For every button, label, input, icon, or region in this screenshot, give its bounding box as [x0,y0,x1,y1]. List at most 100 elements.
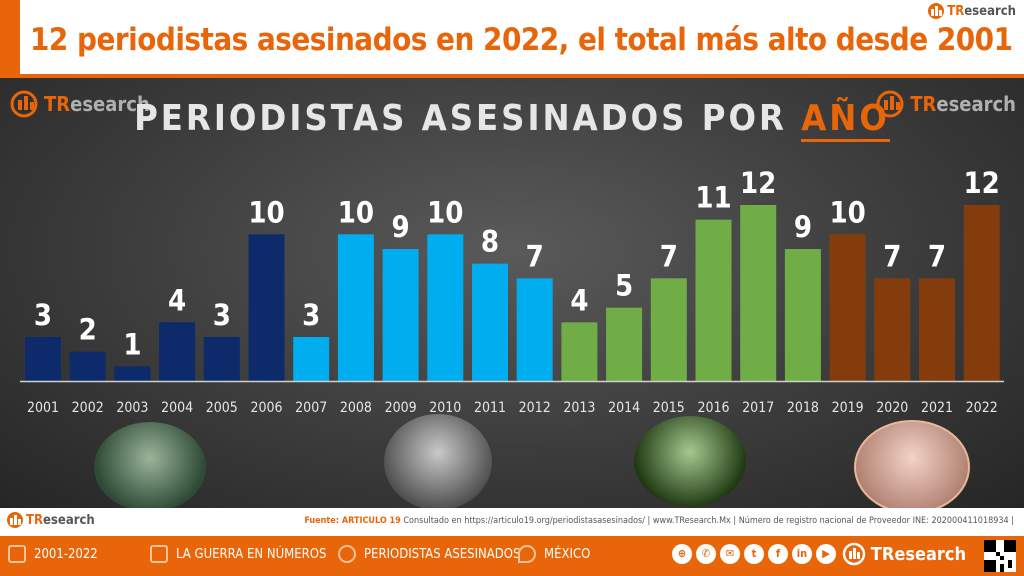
bar-2019 [829,234,866,381]
x-tick-label: 2015 [653,400,685,416]
bar-2011 [472,263,508,381]
data-label: 4 [570,283,588,317]
x-tick-label: 2010 [429,400,461,416]
footer-item-period[interactable]: 2001-2022 [8,545,98,563]
data-label: 4 [168,283,186,317]
data-label: 7 [526,239,544,273]
brand-logo-top[interactable]: TR esearch [925,2,1016,20]
x-tick-label: 2002 [72,400,104,416]
bar-2001 [25,337,61,381]
alert-icon [338,545,356,563]
bar-2021 [919,278,955,381]
x-tick-label: 2021 [921,400,953,416]
photo-portrait-3 [634,416,746,506]
qr-code-icon[interactable] [984,540,1016,572]
x-tick-label: 2020 [876,400,908,416]
data-label: 10 [248,195,284,229]
x-tick-label: 2013 [563,400,595,416]
source-note: Fuente: ARTICULO 19 Consultado en https:… [304,516,1014,526]
bar-2009 [382,249,419,381]
data-label: 3 [302,298,320,332]
facebook-icon[interactable]: f [768,544,788,564]
x-tick-label: 2018 [787,400,819,416]
bar-2017 [740,205,777,381]
brand-suffix: esearch [894,543,966,565]
footer-item-country[interactable]: MÉXICO [518,545,590,563]
page-headline: 12 periodistas asesinados en 2022, el to… [30,22,1013,58]
bar-2007 [293,337,330,381]
brand-mark-icon [876,90,904,118]
x-tick-label: 2019 [832,400,864,416]
bar-2006 [248,234,285,381]
data-label: 10 [829,195,865,229]
bar-chart: 3 2001 2 2002 1 2003 4 2004 3 2005 10 2006 3 2007 10 20… [20,166,1004,416]
bar-2022 [963,205,1000,381]
x-tick-label: 2003 [116,400,148,416]
orange-divider [0,74,1024,78]
x-tick-label: 2005 [206,400,238,416]
x-tick-label: 2006 [250,400,282,416]
globe-icon[interactable]: ⊕ [672,544,692,564]
chart-title: PERIODISTAS ASESINADOS POR AÑO [0,98,1024,142]
brand-mark-icon [842,542,866,566]
x-tick-label: 2012 [519,400,551,416]
data-label: 5 [615,269,633,303]
brand-logo-footer[interactable]: TR esearch [4,511,95,529]
data-label: 7 [883,239,901,273]
brand-suffix: esearch [964,3,1016,19]
twitter-icon[interactable]: t [744,544,764,564]
brand-suffix: esearch [936,92,1016,116]
data-label: 12 [740,166,776,200]
source-strip [0,508,1024,536]
linkedin-icon[interactable]: in [792,544,812,564]
data-label: 3 [213,298,231,332]
data-label: 7 [660,239,678,273]
bar-2002 [69,351,106,381]
bar-2016 [695,219,732,381]
top-header [0,0,1024,74]
data-label: 3 [34,298,52,332]
x-tick-label: 2004 [161,400,193,416]
footer-item-label: PERIODISTAS ASESINADOS [364,546,521,562]
data-label: 1 [123,327,141,361]
bar-2008 [337,234,374,381]
brand-suffix: esearch [43,512,95,528]
brand-prefix: TR [947,3,965,19]
brand-watermark-right: TR esearch [874,90,1016,118]
email-icon[interactable]: ✉ [720,544,740,564]
youtube-icon[interactable]: ▶ [816,544,836,564]
x-tick-label: 2008 [340,400,372,416]
data-label: 8 [481,225,499,259]
brand-mark-icon [10,90,38,118]
x-tick-label: 2009 [385,400,417,416]
photo-portrait-4 [854,420,970,514]
chart-title-main: PERIODISTAS ASESINADOS POR [134,98,802,139]
brand-prefix: TR [870,543,895,565]
calendar-icon [8,545,26,563]
data-label: 9 [392,210,410,244]
chart-title-highlight: AÑO [801,98,890,142]
phone-icon[interactable]: ✆ [696,544,716,564]
brand-mark-icon [928,3,945,19]
accent-bar [0,0,20,74]
brand-logo-bottom[interactable]: TR esearch [841,542,966,566]
footer-item-topic[interactable]: PERIODISTAS ASESINADOS [338,545,520,563]
brand-prefix: TR [44,92,71,116]
bar-2010 [427,234,464,381]
bar-2015 [650,278,687,381]
footer-item-series[interactable]: LA GUERRA EN NÚMEROS [150,545,326,563]
source-label: Fuente: ARTICULO 19 [304,516,401,526]
bar-2003 [114,366,151,381]
x-tick-label: 2022 [966,400,998,416]
bar-2004 [159,322,196,381]
photo-portrait-1 [94,422,206,512]
brand-prefix: TR [910,92,937,116]
data-label: 2 [79,313,97,347]
bar-2018 [784,249,821,381]
brand-prefix: TR [26,512,43,528]
photo-portrait-2 [384,414,492,510]
bar-2020 [874,278,911,381]
location-pin-icon [518,545,536,563]
footer-item-label: MÉXICO [544,546,591,562]
x-tick-label: 2011 [474,400,506,416]
